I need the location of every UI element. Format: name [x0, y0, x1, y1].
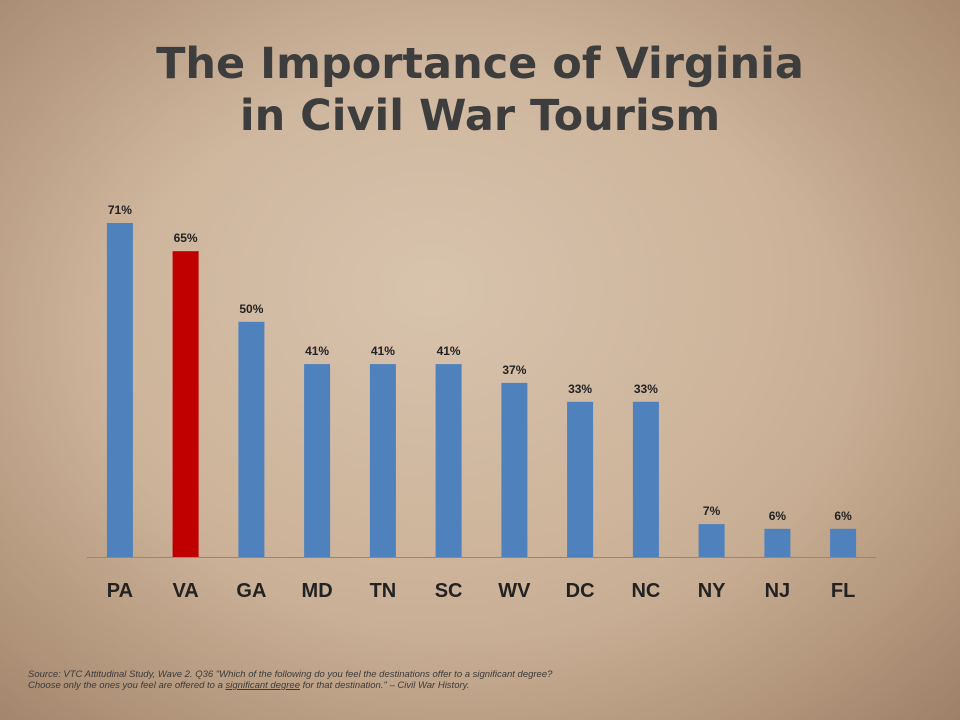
- data-label-va: 65%: [174, 231, 198, 245]
- x-tick-label-wv: WV: [498, 580, 531, 602]
- bar-dc: [567, 401, 594, 557]
- x-tick-label-sc: SC: [435, 580, 463, 602]
- x-tick-label-ny: NY: [698, 580, 726, 602]
- x-tick-label-ga: GA: [236, 580, 266, 602]
- x-tick-label-tn: TN: [370, 580, 397, 602]
- x-tick-label-va: VA: [172, 580, 198, 602]
- data-label-pa: 71%: [108, 203, 132, 217]
- footnote-line-2-post: for that destination." – Civil War Histo…: [300, 680, 470, 691]
- footnote-line-1: Source: VTC Attitudinal Study, Wave 2. Q…: [28, 669, 553, 680]
- source-footnote: Source: VTC Attitudinal Study, Wave 2. Q…: [28, 669, 928, 691]
- bar-md: [304, 364, 331, 557]
- data-label-nj: 6%: [769, 509, 787, 523]
- bar-va: [172, 251, 199, 557]
- bar-wv: [501, 382, 528, 557]
- x-tick-label-nc: NC: [631, 580, 660, 602]
- bar-nj: [764, 528, 791, 557]
- x-tick-label-pa: PA: [107, 580, 133, 602]
- title-line-1: The Importance of Virginia: [156, 39, 804, 89]
- title-line-2: in Civil War Tourism: [239, 91, 721, 141]
- x-tick-label-nj: NJ: [765, 580, 791, 602]
- data-label-dc: 33%: [568, 382, 592, 396]
- x-tick-label-dc: DC: [566, 580, 595, 602]
- bar-chart: 71% PA 65% VA 50% GA 41% MD 41% TN 41% SC 37% WV 33% DC…: [87, 203, 876, 602]
- data-label-md: 41%: [305, 344, 329, 358]
- slide-title: The Importance of Virginia in Civil War …: [0, 38, 960, 142]
- data-label-ga: 50%: [239, 302, 263, 316]
- bar-pa: [106, 223, 133, 557]
- bar-fl: [830, 528, 857, 557]
- data-label-nc: 33%: [634, 382, 658, 396]
- footnote-underlined: significant degree: [225, 680, 300, 691]
- data-label-tn: 41%: [371, 344, 395, 358]
- x-tick-label-md: MD: [302, 580, 333, 602]
- data-label-sc: 41%: [437, 344, 461, 358]
- bar-tn: [369, 364, 396, 557]
- x-tick-label-fl: FL: [831, 580, 855, 602]
- footnote-line-2-pre: Choose only the ones you feel are offere…: [28, 680, 226, 691]
- bar-ga: [238, 321, 265, 557]
- bar-ny: [698, 524, 725, 557]
- data-label-fl: 6%: [834, 509, 852, 523]
- bar-sc: [435, 364, 462, 557]
- data-label-wv: 37%: [502, 363, 526, 377]
- data-label-ny: 7%: [703, 504, 721, 518]
- bar-nc: [632, 401, 659, 557]
